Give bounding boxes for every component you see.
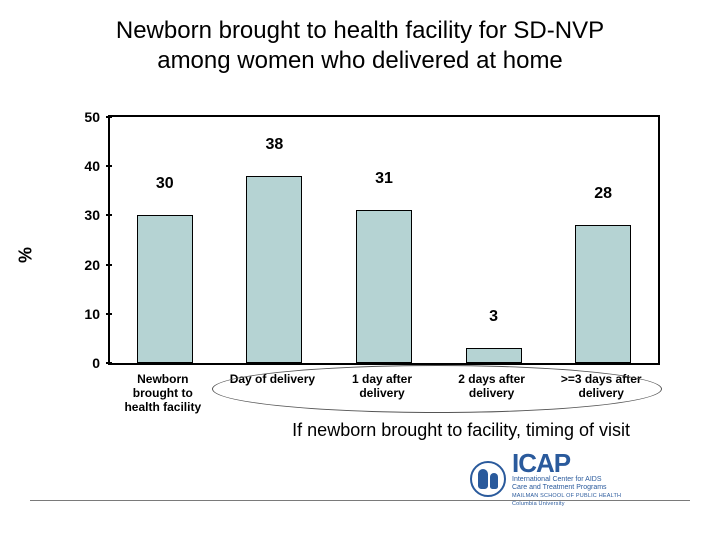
y-tick-label: 30 [60,207,100,223]
bar-value-label: 30 [135,175,195,193]
y-tick-label: 10 [60,306,100,322]
bar-value-label: 28 [573,185,633,203]
y-tick-mark [106,362,112,364]
chart-subtitle: If newborn brought to facility, timing o… [0,420,690,441]
bar-value-label: 38 [244,136,304,154]
slide: Newborn brought to health facility for S… [0,0,720,540]
bar [575,225,631,363]
y-tick-mark [106,313,112,315]
title-line-1: Newborn brought to health facility for S… [116,17,604,44]
y-tick-label: 20 [60,257,100,273]
title-line-2: among women who delivered at home [157,47,563,74]
logo-sub-1: MAILMAN SCHOOL OF PUBLIC HEALTH [512,493,621,499]
y-axis-label: % [16,247,37,263]
bar-chart: % 303831328 Newborn brought to health fa… [60,115,660,395]
bar [356,210,412,363]
footer-divider [30,500,690,501]
y-tick-mark [106,214,112,216]
logo-name-1: International Center for AIDS [512,476,621,484]
bar [137,215,193,363]
x-tick-label: Newborn brought to health facility [110,373,216,414]
chart-plot-area: 30 38 31 3 28 [108,115,660,365]
logo-text: ICAP International Center for AIDS Care … [512,450,621,507]
bar [466,348,522,363]
slide-title: Newborn brought to health facility for S… [0,16,720,76]
bar-value-label: 3 [464,308,524,326]
logo-name-2: Care and Treatment Programs [512,484,621,492]
logo-sub-2: Columbia University [512,501,621,507]
y-tick-label: 40 [60,158,100,174]
logo-mark-icon [470,461,506,497]
y-tick-label: 0 [60,355,100,371]
bar-value-label: 31 [354,170,414,188]
logo-acronym: ICAP [512,450,621,476]
y-tick-mark [106,116,112,118]
y-tick-mark [106,165,112,167]
y-tick-label: 50 [60,109,100,125]
grouping-ellipse [212,365,662,413]
bar [246,176,302,363]
logo-row: ICAP International Center for AIDS Care … [470,450,680,507]
icap-logo: ICAP International Center for AIDS Care … [470,450,680,510]
y-tick-mark [106,264,112,266]
